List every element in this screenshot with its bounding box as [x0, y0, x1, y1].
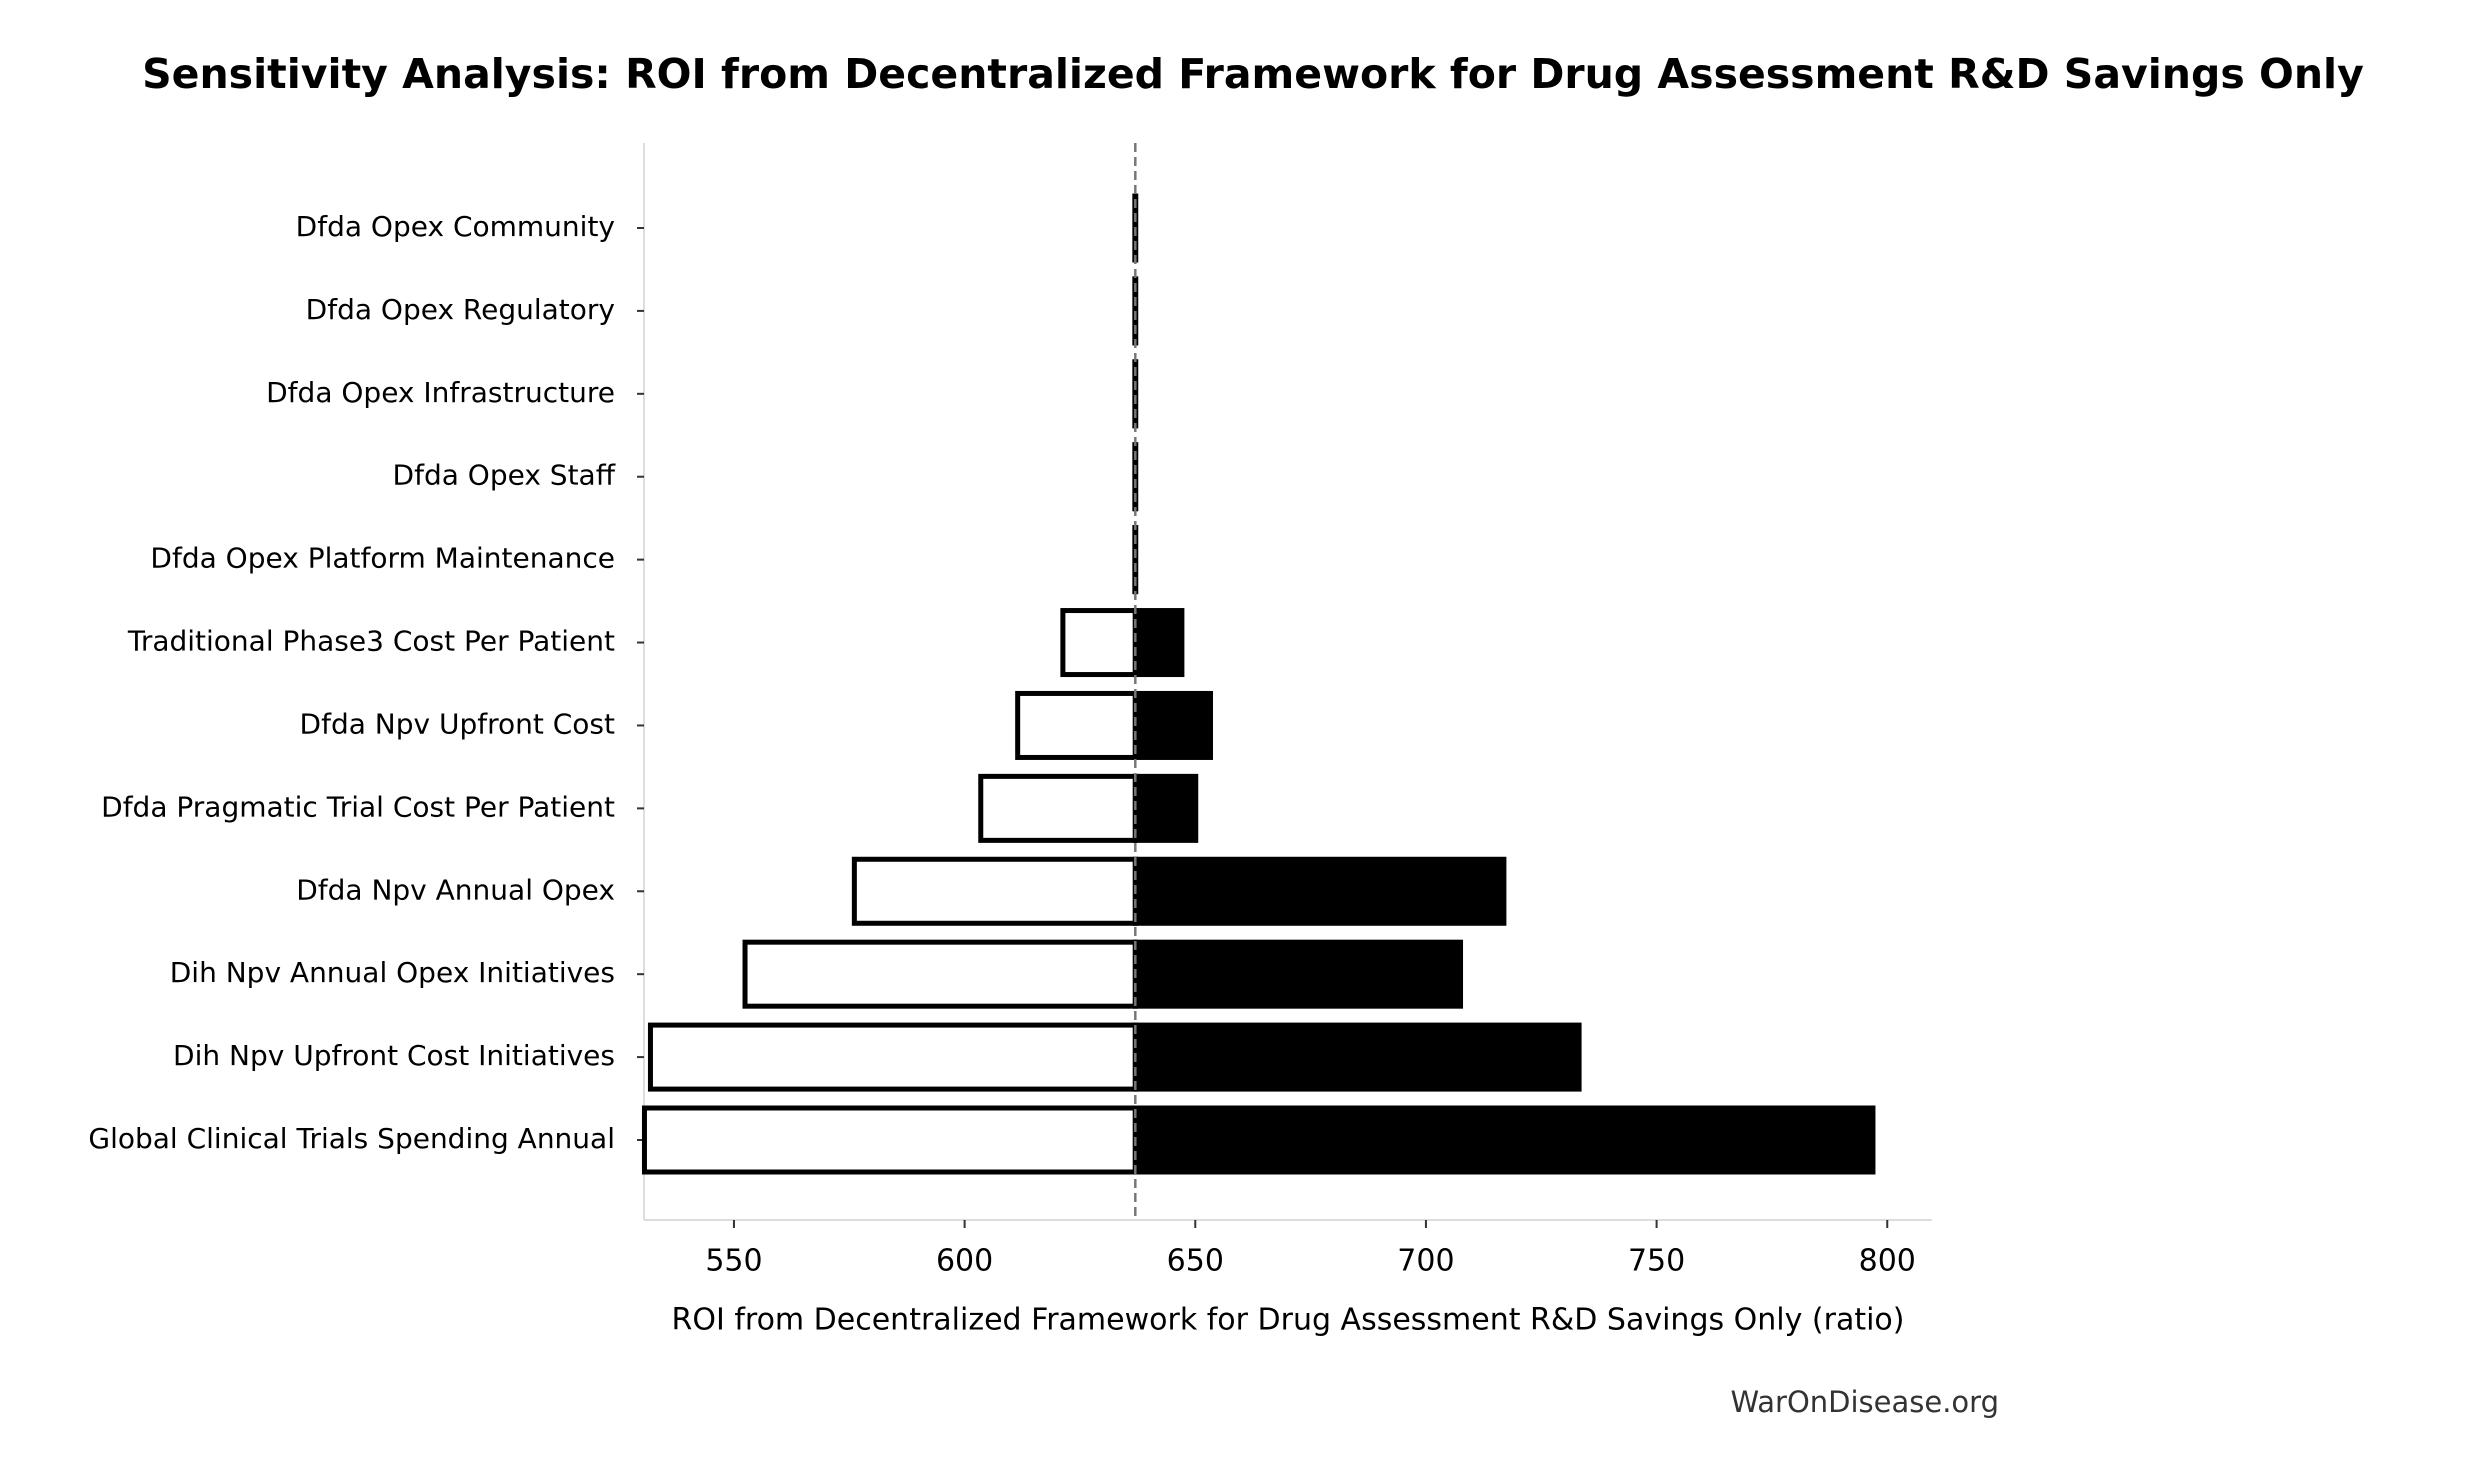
high-bar — [1135, 1025, 1579, 1089]
high-bar — [1135, 1108, 1873, 1172]
y-tick-label: Global Clinical Trials Spending Annual — [88, 1122, 615, 1155]
low-bar — [1063, 611, 1135, 675]
x-tick-label: 750 — [1628, 1244, 1685, 1279]
x-tick-label: 800 — [1859, 1244, 1916, 1279]
y-tick-label: Dfda Opex Regulatory — [306, 293, 615, 326]
y-tick-label: Dfda Opex Staff — [393, 459, 616, 492]
high-bar — [1135, 776, 1195, 840]
low-bar — [1018, 693, 1136, 757]
y-tick-label: Dfda Pragmatic Trial Cost Per Patient — [101, 790, 615, 823]
low-bar — [981, 776, 1136, 840]
y-tick-label: Dfda Npv Annual Opex — [296, 873, 615, 906]
x-tick-label: 550 — [705, 1244, 762, 1279]
x-tick-label: 700 — [1397, 1244, 1454, 1279]
low-bar — [650, 1025, 1135, 1089]
footer: WarOnDisease.org — [1730, 1385, 1999, 1419]
y-tick-label: Dih Npv Upfront Cost Initiatives — [173, 1039, 615, 1072]
y-tick-label: Dfda Opex Infrastructure — [266, 376, 615, 409]
y-tick-label: Traditional Phase3 Cost Per Patient — [127, 625, 615, 658]
low-bar — [644, 1108, 1135, 1172]
high-bar — [1135, 611, 1182, 675]
high-bar — [1135, 693, 1210, 757]
x-tick-label: 650 — [1167, 1244, 1224, 1279]
chart-title: Sensitivity Analysis: ROI from Decentral… — [142, 50, 2364, 98]
low-bar — [745, 942, 1135, 1006]
x-axis-label: ROI from Decentralized Framework for Dru… — [671, 1303, 1904, 1338]
high-bar — [1135, 942, 1460, 1006]
x-tick-label: 600 — [936, 1244, 993, 1279]
y-tick-label: Dfda Opex Platform Maintenance — [150, 542, 615, 575]
low-bar — [854, 859, 1135, 923]
high-bar — [1135, 859, 1504, 923]
y-tick-label: Dfda Npv Upfront Cost — [300, 707, 615, 740]
y-tick-label: Dih Npv Annual Opex Initiatives — [170, 956, 615, 989]
y-tick-label: Dfda Opex Community — [296, 210, 615, 243]
